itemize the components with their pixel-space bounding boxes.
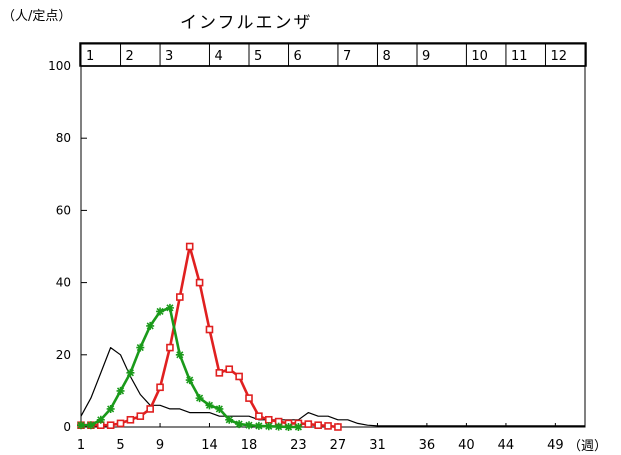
data-point-star (77, 421, 85, 430)
data-point-star (175, 350, 184, 359)
data-point-square (166, 343, 174, 352)
month-label: 1 (86, 49, 94, 64)
y-tick-label: 40 (56, 276, 71, 290)
data-point-star (136, 343, 145, 352)
data-point-square (146, 405, 154, 413)
data-point-star (116, 386, 125, 395)
data-point-star (126, 368, 135, 377)
y-tick-label: 20 (56, 348, 71, 362)
data-point-square (106, 421, 115, 429)
data-point-star (165, 303, 174, 312)
plot-frame (79, 42, 587, 428)
data-point-star (215, 404, 224, 413)
x-tick-label: 49 (547, 438, 564, 453)
series-layer (77, 242, 585, 431)
data-point-star (235, 420, 244, 429)
x-tick-label: 44 (498, 438, 515, 453)
month-label: 5 (254, 49, 262, 64)
data-point-star (245, 421, 253, 430)
x-tick-label: 14 (201, 438, 218, 453)
data-point-square (255, 412, 263, 420)
y-axis-unit-label: （人/定点） (2, 9, 71, 24)
y-tick-label: 100 (48, 59, 71, 73)
data-point-star (205, 401, 214, 410)
data-point-square (176, 293, 184, 301)
x-tick-label: 31 (369, 438, 386, 453)
plot-border (80, 43, 586, 428)
data-point-star (274, 422, 283, 431)
data-point-square (126, 415, 135, 424)
data-point-square (334, 423, 342, 431)
data-point-star (146, 321, 155, 330)
series-line (81, 245, 339, 429)
data-point-star (86, 421, 95, 430)
month-header-border (79, 42, 587, 67)
month-label: 12 (550, 49, 567, 64)
data-point-star (156, 307, 165, 316)
data-point-star (195, 394, 204, 403)
data-point-star (106, 404, 115, 413)
data-point-square (304, 420, 313, 428)
data-point-star (185, 376, 194, 385)
month-label: 9 (422, 49, 430, 64)
y-tick-label: 0 (63, 420, 71, 434)
data-point-square (185, 242, 194, 251)
series-line (80, 347, 585, 427)
data-point-star (294, 423, 303, 431)
data-point-square (235, 372, 243, 381)
y-tick-label: 60 (56, 203, 71, 217)
x-tick-label: 40 (458, 438, 475, 453)
x-tick-label: 9 (156, 438, 164, 453)
month-label: 3 (165, 49, 173, 64)
month-label: 8 (382, 49, 390, 64)
x-tick-label: 36 (419, 438, 436, 453)
data-point-square (314, 421, 322, 429)
data-point-square (205, 325, 214, 334)
month-label: 4 (214, 49, 222, 64)
month-label: 2 (126, 49, 134, 64)
x-tick-label: 5 (116, 438, 124, 453)
month-label: 11 (511, 49, 528, 64)
data-point-star (254, 421, 263, 430)
data-point-square (225, 365, 234, 374)
data-point-star (96, 415, 105, 424)
month-label: 7 (343, 49, 351, 64)
chart-title: インフルエンザ (180, 13, 313, 33)
month-label: 10 (471, 49, 488, 64)
data-point-square (264, 415, 273, 424)
data-point-square (195, 278, 204, 287)
y-axis-ticks: 0 20 40 60 80 100 (48, 59, 87, 434)
data-point-square (215, 369, 224, 377)
data-point-square (245, 394, 253, 402)
y-tick-label: 80 (56, 131, 71, 145)
data-point-square (116, 419, 125, 428)
data-point-square (136, 412, 145, 420)
data-point-square (324, 422, 332, 430)
x-axis-unit-label: （週） (568, 439, 607, 454)
data-point-star (264, 422, 273, 431)
x-tick-label: 23 (290, 438, 307, 453)
month-header: 1 2 3 4 5 6 7 8 9 10 11 12 (86, 44, 567, 66)
x-tick-label: 1 (77, 438, 85, 453)
data-point-star (225, 415, 234, 424)
x-axis-ticks: 1 5 9 14 18 23 27 31 36 40 44 49 (77, 423, 564, 453)
month-label: 6 (294, 49, 302, 64)
data-point-square (156, 383, 164, 392)
data-point-star (284, 423, 293, 431)
x-tick-label: 18 (241, 438, 258, 453)
x-tick-label: 27 (330, 438, 347, 453)
